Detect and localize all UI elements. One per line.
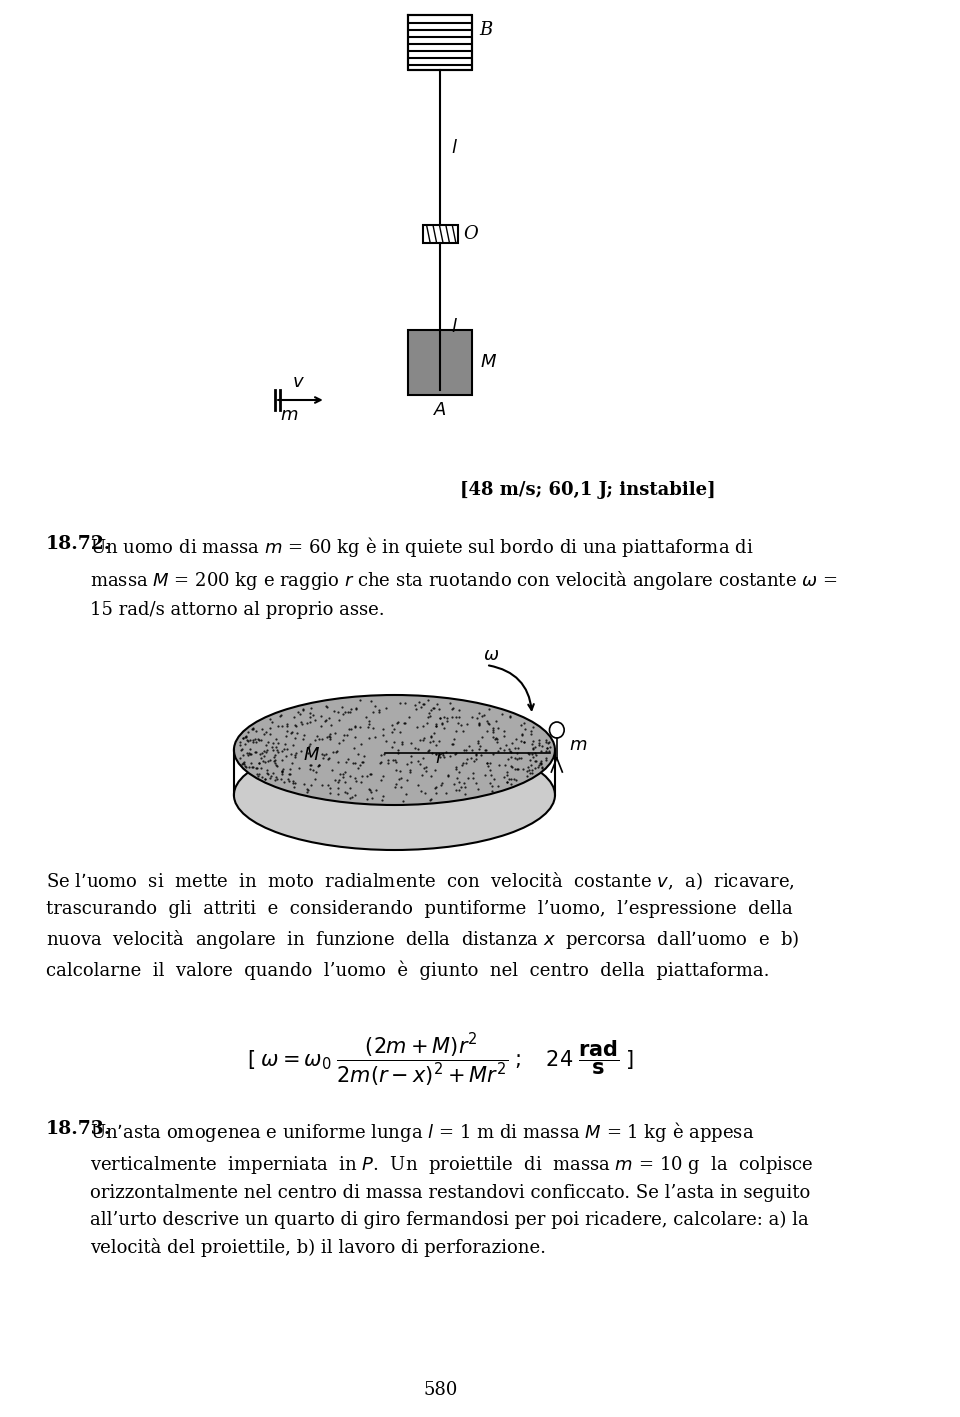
Text: $\omega$: $\omega$ [483, 646, 499, 665]
Text: $m$: $m$ [568, 735, 588, 754]
Text: $M$: $M$ [303, 745, 321, 764]
Text: 580: 580 [423, 1382, 458, 1399]
Text: O: O [464, 225, 478, 242]
Text: $A$: $A$ [433, 401, 447, 419]
Text: $l$: $l$ [451, 317, 458, 336]
Text: Se l’uomo  si  mette  in  moto  radialmente  con  velocità  costante $v$,  a)  r: Se l’uomo si mette in moto radialmente c… [46, 870, 800, 981]
Text: $M$: $M$ [480, 353, 497, 371]
Text: Un uomo di massa $m$ = 60 kg è in quiete sul bordo di una piattaforma di
massa $: Un uomo di massa $m$ = 60 kg è in quiete… [90, 536, 837, 619]
Bar [423, 225, 458, 242]
Text: 18.73.: 18.73. [46, 1119, 111, 1138]
Ellipse shape [234, 740, 555, 850]
Text: 18.72.: 18.72. [46, 536, 111, 553]
Text: $m$: $m$ [279, 407, 299, 424]
Ellipse shape [234, 694, 555, 805]
Text: $l$: $l$ [451, 139, 458, 156]
Bar [408, 16, 472, 69]
Text: Un’asta omogenea e uniforme lunga $l$ = 1 m di massa $M$ = 1 kg è appesa
vertica: Un’asta omogenea e uniforme lunga $l$ = … [90, 1119, 813, 1257]
Text: B: B [480, 21, 493, 40]
Text: [48 m/s; 60,1 J; instabile]: [48 m/s; 60,1 J; instabile] [460, 480, 715, 499]
Text: $[ \; \omega = \omega_0 \; \dfrac{(2m+M)r^2}{2m(r-x)^2+Mr^2} \; ; \quad 24 \; \d: $[ \; \omega = \omega_0 \; \dfrac{(2m+M)… [247, 1032, 634, 1088]
Bar [408, 330, 472, 395]
Text: $r$: $r$ [435, 750, 445, 767]
Text: $\mathbf{\mathit{v}}$: $\mathbf{\mathit{v}}$ [292, 373, 304, 391]
